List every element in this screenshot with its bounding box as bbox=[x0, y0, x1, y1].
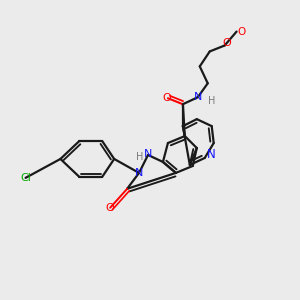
Text: N: N bbox=[194, 92, 202, 102]
Text: O: O bbox=[106, 203, 115, 213]
Text: O: O bbox=[163, 93, 171, 103]
Text: O: O bbox=[222, 38, 231, 49]
Text: Cl: Cl bbox=[20, 173, 31, 183]
Text: O: O bbox=[238, 27, 246, 37]
Text: N: N bbox=[144, 149, 152, 159]
Text: H: H bbox=[136, 152, 144, 162]
Text: N: N bbox=[207, 148, 216, 161]
Text: H: H bbox=[208, 96, 215, 106]
Text: N: N bbox=[135, 168, 143, 178]
